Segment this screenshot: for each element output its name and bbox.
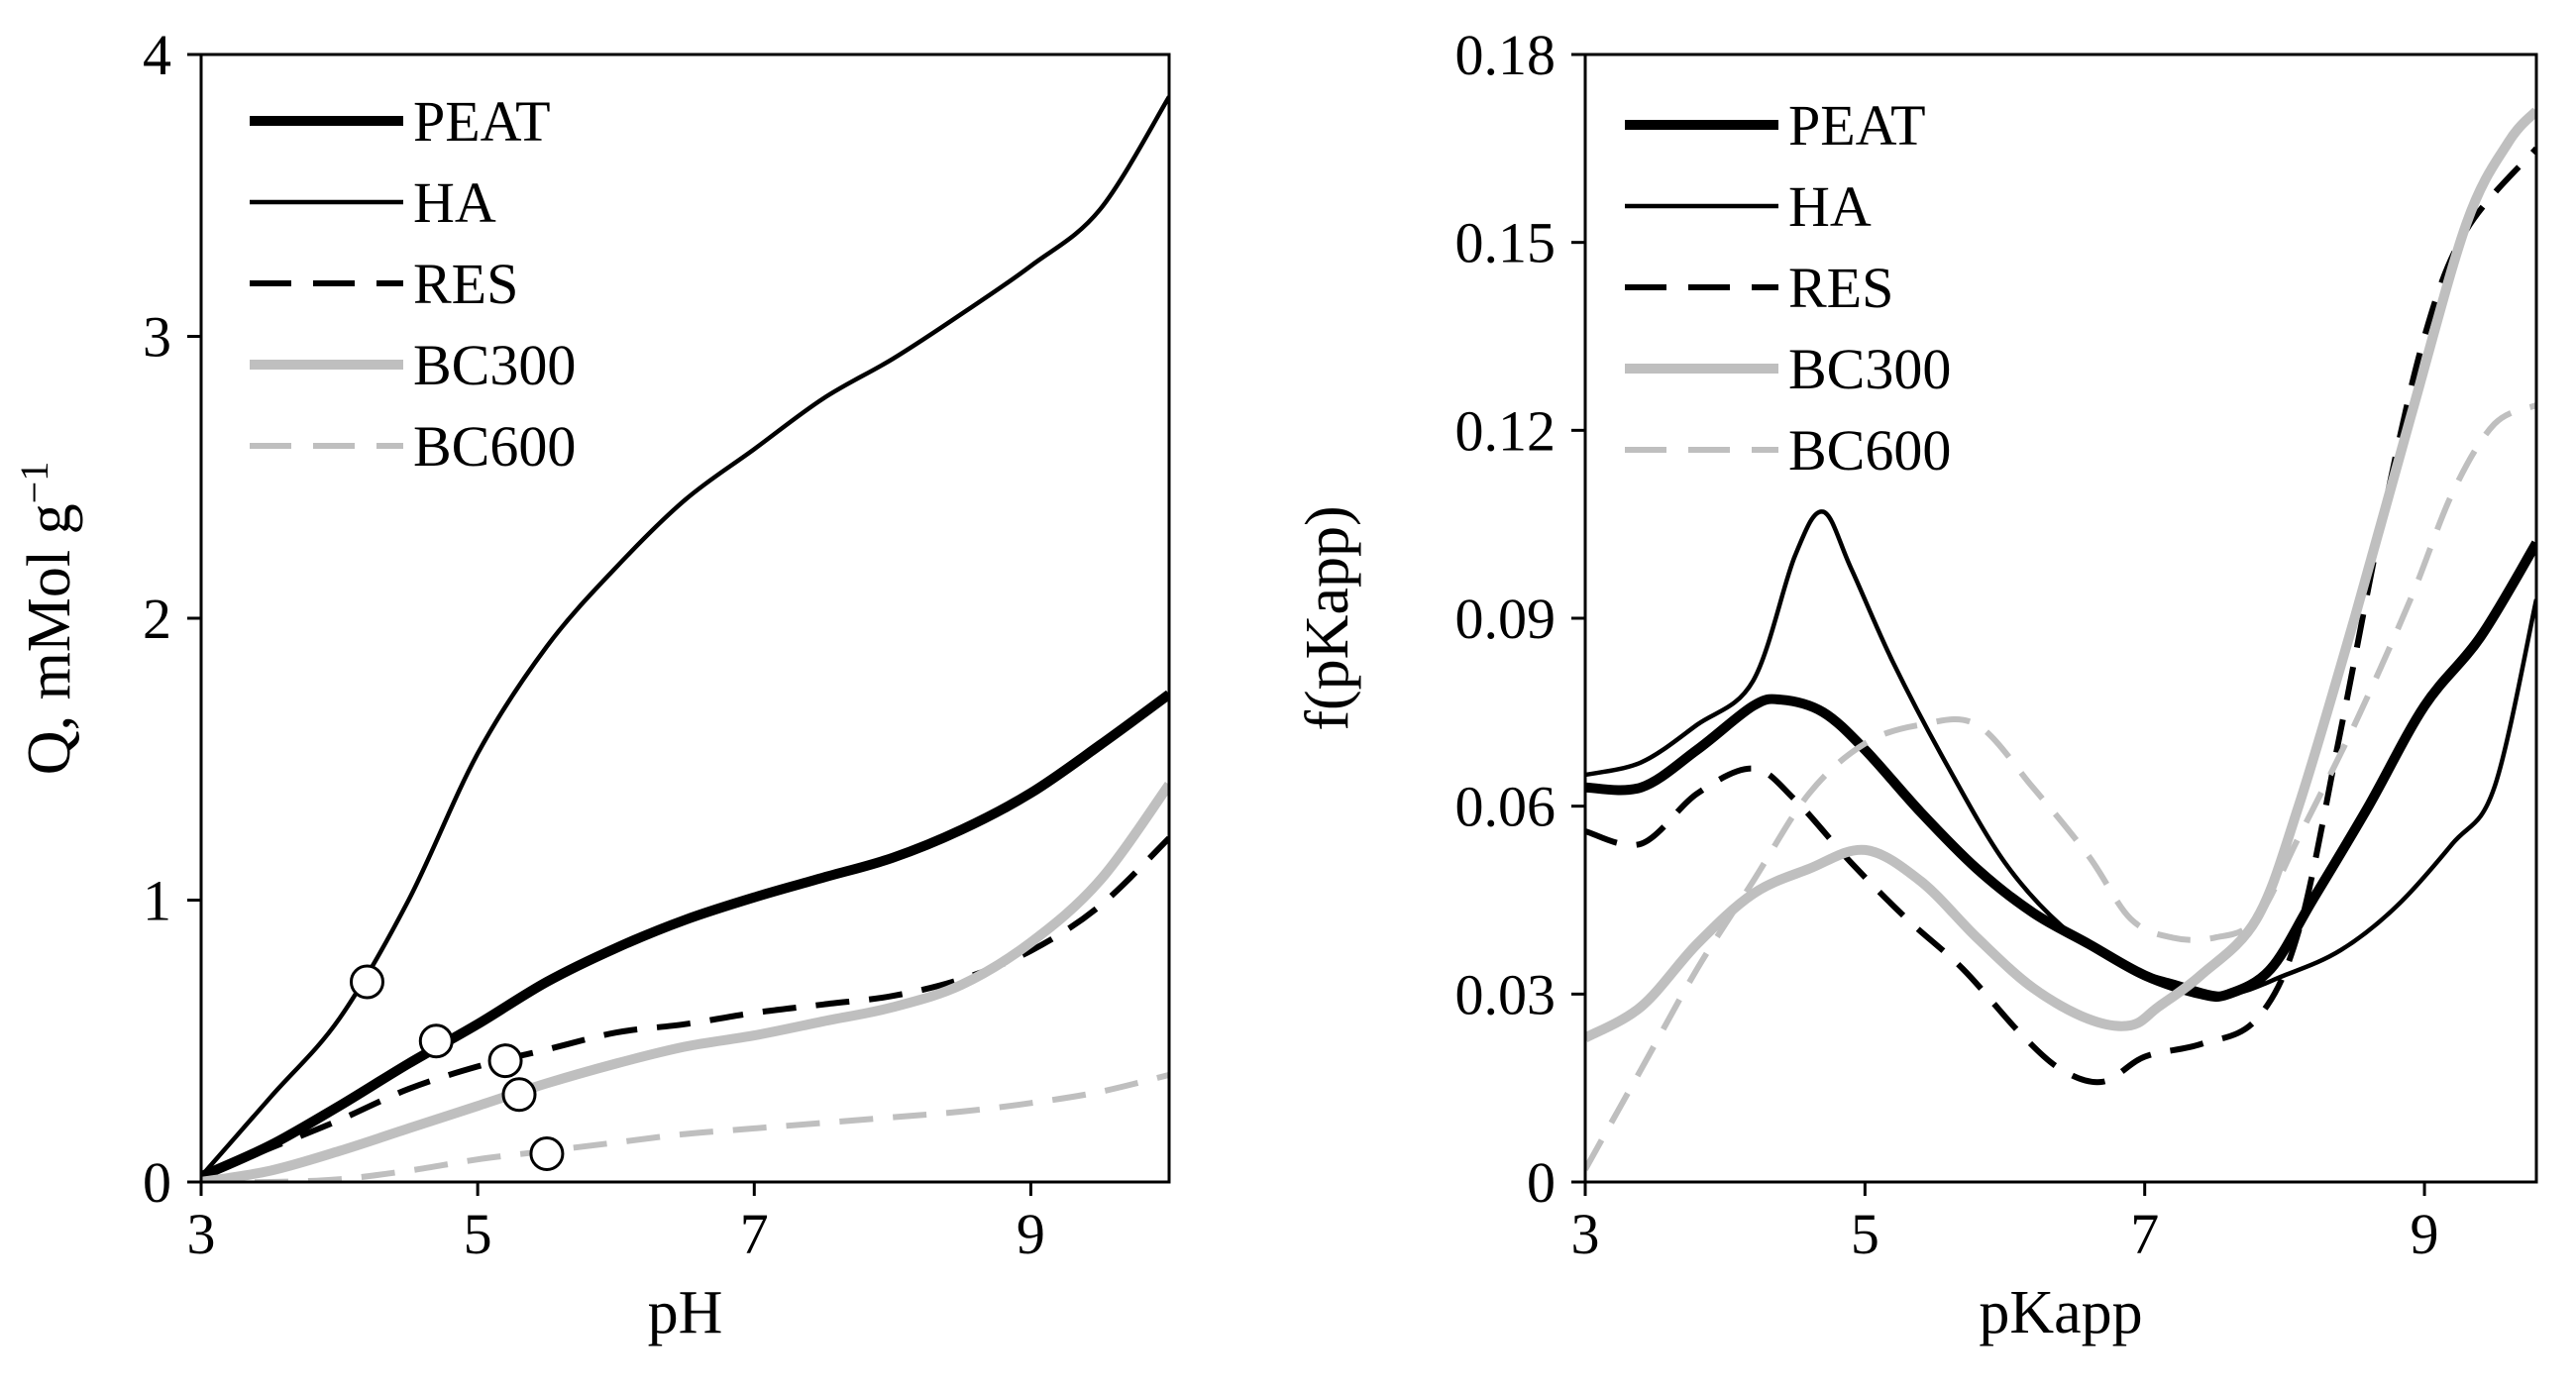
y-tick-label: 0.06: [1455, 775, 1556, 839]
legend-label-bc300: BC300: [1788, 337, 1951, 401]
y-tick-label: 0.03: [1455, 962, 1556, 1026]
x-tick-label: 7: [2130, 1202, 2159, 1266]
data-marker: [418, 1023, 454, 1059]
chart-panel-1: 0 1 2 3 4 3 5 7 9 pH Q, mMol g−1 PEAT HA RES BC300 BC60…: [12, 23, 1171, 1346]
data-marker: [349, 964, 384, 1000]
x-axis-label: pH: [648, 1279, 723, 1346]
x-axis-label: pKapp: [1979, 1279, 2142, 1346]
chart-panel-2: 0 0.03 0.06 0.09 0.12 0.15 0.18 3 5 7 9 pKapp f(pKap…: [1294, 23, 2538, 1346]
y-tick-label: 0.15: [1455, 211, 1556, 275]
x-tick-label: 5: [464, 1202, 492, 1266]
y-tick-label: 0.12: [1455, 398, 1556, 463]
x-tick-label: 5: [1851, 1202, 1879, 1266]
data-marker: [529, 1136, 565, 1172]
y-axis-label: f(pKapp): [1294, 505, 1361, 730]
series-line-bc600: [201, 1071, 1169, 1182]
legend-label-peat: PEAT: [1788, 93, 1926, 158]
x-tick-label: 7: [740, 1202, 769, 1266]
y-tick-label: 2: [143, 587, 171, 651]
legend-label-res: RES: [413, 252, 518, 316]
data-marker: [487, 1043, 523, 1079]
y-tick-label: 1: [143, 869, 171, 933]
y-tick-label: 0: [1527, 1150, 1556, 1215]
legend-label-res: RES: [1788, 256, 1893, 320]
data-marker: [501, 1077, 537, 1113]
series-line-bc300: [201, 781, 1169, 1182]
y-tick-label: 0.09: [1455, 587, 1556, 651]
legend: PEAT HA RES BC300 BC600: [250, 89, 576, 479]
y-axis-label: Q, mMol g−1: [12, 462, 84, 775]
series-group: [1585, 107, 2536, 1171]
legend-label-ha: HA: [1788, 174, 1872, 239]
legend-label-bc600: BC600: [1788, 418, 1951, 483]
y-tick-label: 4: [143, 23, 171, 87]
legend-label-ha: HA: [413, 170, 496, 235]
series-line-res: [201, 835, 1169, 1180]
series-line-bc300: [1585, 107, 2536, 1043]
x-tick-label: 9: [1017, 1202, 1045, 1266]
series-line-peat: [201, 690, 1169, 1181]
y-tick-label: 0.18: [1455, 23, 1556, 87]
y-tick-label: 3: [143, 305, 171, 370]
legend-label-peat: PEAT: [413, 89, 551, 154]
y-axis-label-superscript: −1: [12, 462, 56, 504]
legend: PEAT HA RES BC300 BC600: [1625, 93, 1951, 483]
series-line-bc600: [1585, 402, 2536, 1171]
legend-label-bc300: BC300: [413, 333, 576, 397]
x-tick-label: 3: [1571, 1202, 1600, 1266]
x-tick-label: 9: [2411, 1202, 2439, 1266]
x-tick-label: 3: [187, 1202, 216, 1266]
y-tick-label: 0: [143, 1150, 171, 1215]
legend-label-bc600: BC600: [413, 414, 576, 479]
series-line-ha: [1585, 509, 2536, 997]
